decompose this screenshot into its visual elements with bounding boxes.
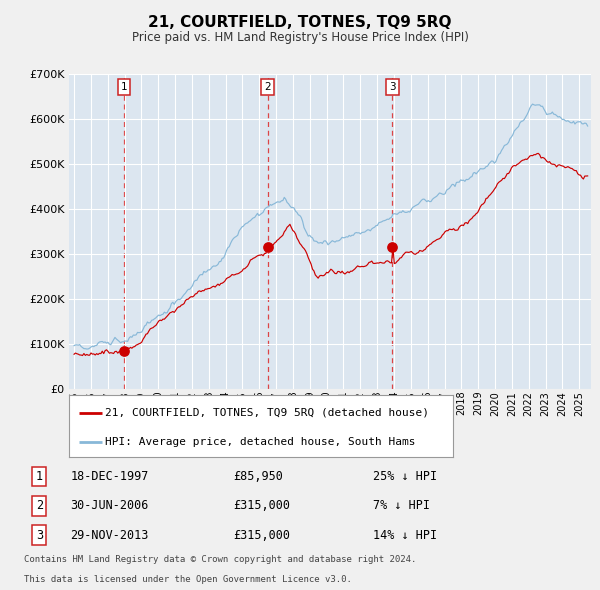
Text: This data is licensed under the Open Government Licence v3.0.: This data is licensed under the Open Gov… bbox=[23, 575, 352, 584]
Text: 29-NOV-2013: 29-NOV-2013 bbox=[70, 529, 149, 542]
Text: 3: 3 bbox=[389, 82, 396, 92]
Point bbox=[388, 242, 397, 252]
Point bbox=[263, 242, 272, 252]
Text: £315,000: £315,000 bbox=[233, 499, 290, 513]
Text: Contains HM Land Registry data © Crown copyright and database right 2024.: Contains HM Land Registry data © Crown c… bbox=[23, 555, 416, 564]
Text: 30-JUN-2006: 30-JUN-2006 bbox=[70, 499, 149, 513]
Text: 2: 2 bbox=[264, 82, 271, 92]
Text: £85,950: £85,950 bbox=[233, 470, 283, 483]
Text: 18-DEC-1997: 18-DEC-1997 bbox=[70, 470, 149, 483]
Text: HPI: Average price, detached house, South Hams: HPI: Average price, detached house, Sout… bbox=[106, 437, 416, 447]
Text: 25% ↓ HPI: 25% ↓ HPI bbox=[373, 470, 437, 483]
Point bbox=[119, 346, 128, 355]
Text: 2: 2 bbox=[36, 499, 43, 513]
Text: 21, COURTFIELD, TOTNES, TQ9 5RQ (detached house): 21, COURTFIELD, TOTNES, TQ9 5RQ (detache… bbox=[106, 408, 430, 418]
Text: 14% ↓ HPI: 14% ↓ HPI bbox=[373, 529, 437, 542]
Text: £315,000: £315,000 bbox=[233, 529, 290, 542]
Text: 3: 3 bbox=[36, 529, 43, 542]
Text: 1: 1 bbox=[36, 470, 43, 483]
Text: 7% ↓ HPI: 7% ↓ HPI bbox=[373, 499, 430, 513]
Text: 1: 1 bbox=[121, 82, 127, 92]
Text: Price paid vs. HM Land Registry's House Price Index (HPI): Price paid vs. HM Land Registry's House … bbox=[131, 31, 469, 44]
Text: 21, COURTFIELD, TOTNES, TQ9 5RQ: 21, COURTFIELD, TOTNES, TQ9 5RQ bbox=[148, 15, 452, 30]
